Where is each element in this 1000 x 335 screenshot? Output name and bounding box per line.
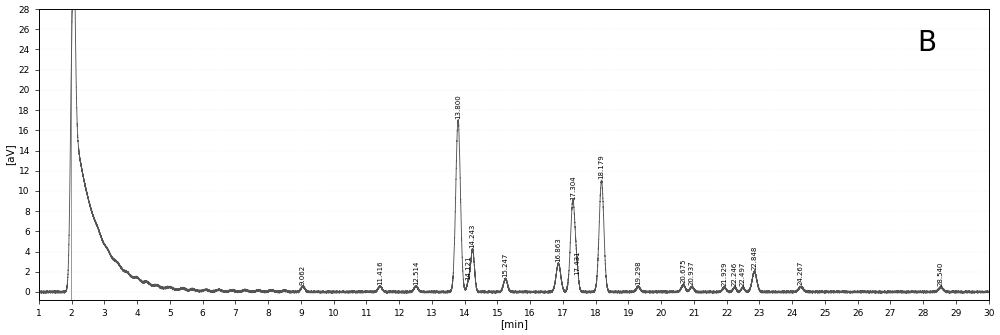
Text: 28.540: 28.540	[938, 262, 944, 286]
Text: 14.121: 14.121	[466, 256, 472, 280]
Text: 20.937: 20.937	[689, 261, 695, 285]
Text: 17.304: 17.304	[570, 175, 576, 200]
Text: 21.929: 21.929	[721, 261, 727, 286]
X-axis label: [min]: [min]	[500, 320, 528, 329]
Text: 18.179: 18.179	[599, 154, 605, 179]
Text: 14.243: 14.243	[470, 224, 476, 248]
Text: 16.863: 16.863	[555, 238, 561, 262]
Text: 17.431: 17.431	[574, 251, 580, 275]
Text: 11.416: 11.416	[377, 260, 383, 285]
Text: 22.246: 22.246	[732, 262, 738, 286]
Text: 12.514: 12.514	[413, 261, 419, 285]
Y-axis label: [aV]: [aV]	[6, 144, 16, 165]
Text: 13.800: 13.800	[455, 94, 461, 119]
Text: 24.267: 24.267	[798, 261, 804, 285]
Text: 22.497: 22.497	[740, 262, 746, 286]
Text: 20.675: 20.675	[680, 259, 686, 283]
Text: B: B	[917, 29, 937, 57]
Text: 22.848: 22.848	[751, 246, 757, 270]
Text: 9.062: 9.062	[300, 265, 306, 285]
Text: 19.298: 19.298	[635, 261, 641, 285]
Text: 15.247: 15.247	[502, 253, 508, 277]
